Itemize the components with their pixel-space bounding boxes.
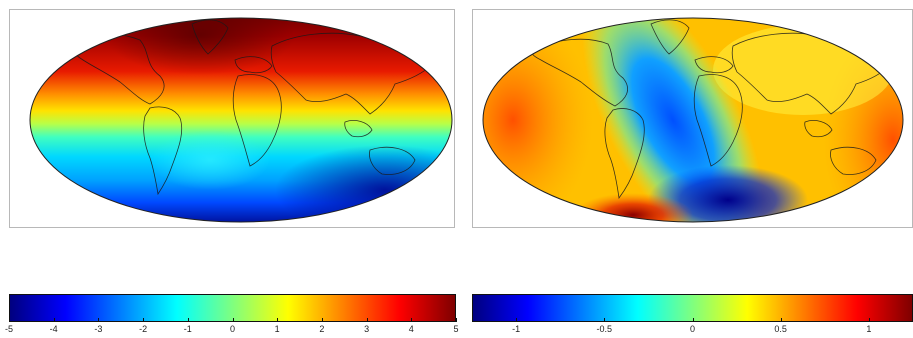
colorbar-tick-label: 1	[866, 324, 872, 334]
colorbar-tick-label: 2	[319, 324, 325, 334]
colorbar-tick-label: 0	[689, 324, 696, 334]
colorbar-tickmark	[411, 318, 412, 322]
colorbar-tick-label: 5	[453, 324, 459, 334]
colorbar-tickmark	[516, 318, 517, 322]
colorbar-tick-label: 1	[274, 324, 280, 334]
colorbar-tick-label: -2	[139, 324, 148, 334]
colorbar-tick-label: -1	[183, 324, 192, 334]
colorbar-tick-label: 4	[408, 324, 414, 334]
colorbar-tickmark	[869, 318, 870, 322]
colorbar-tickmark	[604, 318, 605, 322]
colorbar-tickmark	[54, 318, 55, 322]
colorbar-tickmark	[456, 318, 457, 322]
colorbar-tick-label: -4	[49, 324, 58, 334]
colorbar-tickmark	[143, 318, 144, 322]
colorbar-tickmark	[98, 318, 99, 322]
left-map-panel	[9, 9, 455, 228]
colorbar-tickmark	[367, 318, 368, 322]
colorbar-tick-label: 0.5	[774, 324, 787, 334]
right-map	[482, 17, 904, 223]
colorbar-tickmark	[693, 318, 694, 322]
left-colorbar	[9, 294, 456, 322]
colorbar-tick-label: -5	[4, 324, 14, 334]
colorbar-tick-label: 0	[229, 324, 236, 334]
left-map	[29, 17, 453, 223]
colorbar-tickmark	[322, 318, 323, 322]
colorbar-tickmark	[233, 318, 234, 322]
right-colorbar	[472, 294, 913, 322]
colorbar-tick-label: -0.5	[596, 324, 613, 334]
colorbar-tick-label: -3	[94, 324, 103, 334]
right-map-panel	[472, 9, 913, 228]
colorbar-tick-label: 3	[364, 324, 370, 334]
colorbar-tickmark	[277, 318, 278, 322]
colorbar-tick-label: -1	[512, 324, 521, 334]
colorbar-tickmark	[781, 318, 782, 322]
colorbar-tickmark	[9, 318, 10, 322]
colorbar-tickmark	[188, 318, 189, 322]
